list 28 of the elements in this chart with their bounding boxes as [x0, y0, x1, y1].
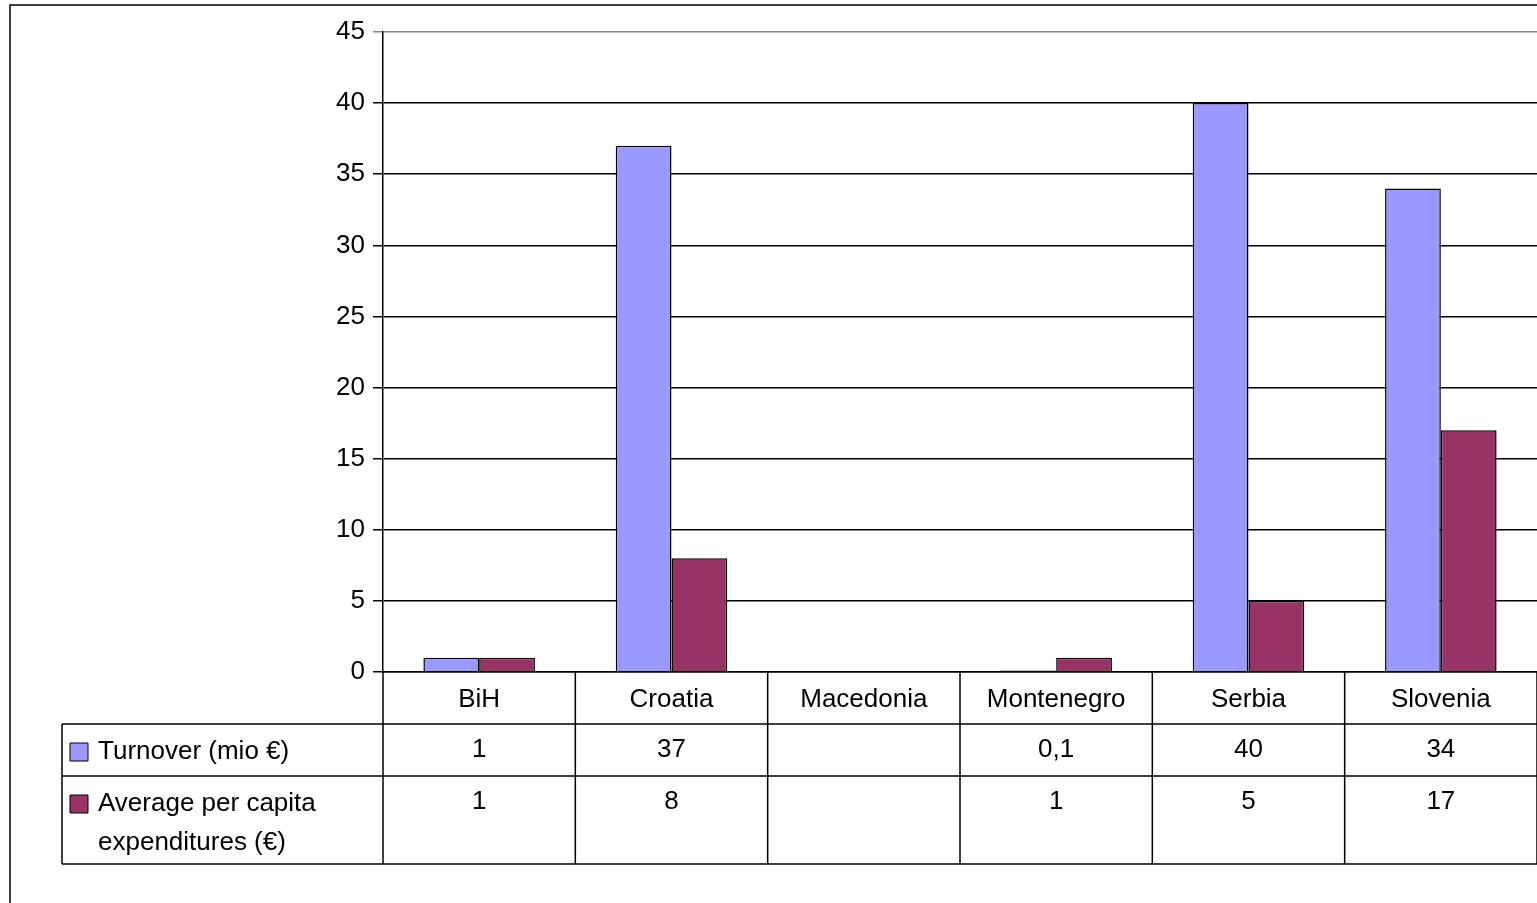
x-tick-label: Macedonia [800, 682, 928, 713]
x-tick-label: Croatia [629, 682, 714, 713]
data-label: 8 [664, 785, 679, 816]
data-label: 17 [1426, 785, 1456, 816]
legend-label: Turnover (mio €) [98, 735, 290, 766]
data-label: 5 [1241, 785, 1256, 816]
x-tick-label: Montenegro [986, 682, 1126, 713]
y-tick-label: 0 [350, 655, 365, 686]
data-label: 1 [471, 785, 487, 816]
y-tick-label: 20 [336, 370, 365, 401]
y-tick-label: 15 [336, 441, 365, 472]
legend-label: Average per capita expenditures (€) [98, 787, 317, 857]
y-tick-label: 5 [350, 584, 365, 615]
y-tick-label: 35 [336, 157, 365, 188]
y-tick-label: 45 [336, 15, 365, 46]
x-tick-label: Serbia [1210, 682, 1287, 713]
data-label: 0,1 [1038, 733, 1075, 764]
data-label: 1 [471, 733, 487, 764]
y-tick-label: 30 [336, 228, 365, 259]
data-label: 34 [1426, 733, 1456, 764]
data-label: 37 [657, 733, 686, 764]
y-tick-label: 25 [336, 299, 365, 330]
data-label: 40 [1234, 733, 1263, 764]
data-label: 1 [1048, 785, 1064, 816]
y-tick-label: 10 [336, 512, 365, 543]
x-tick-label: BiH [458, 682, 501, 713]
x-tick-label: Slovenia [1390, 682, 1492, 713]
y-tick-label: 40 [336, 86, 365, 117]
